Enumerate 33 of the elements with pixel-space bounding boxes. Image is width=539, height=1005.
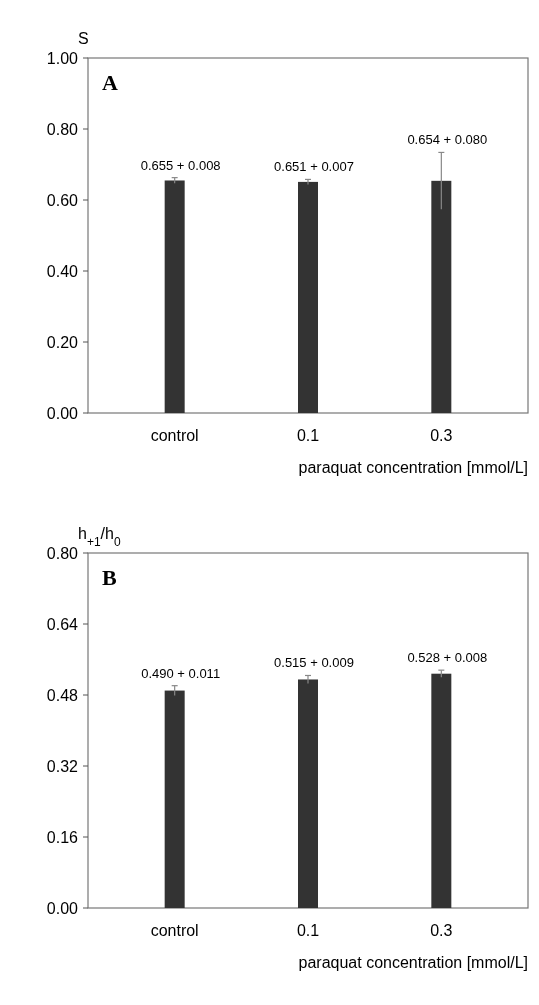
data-label: 0.515 + 0.009 xyxy=(274,655,354,671)
bar xyxy=(164,690,185,908)
data-label: 0.490 + 0.011 xyxy=(141,665,221,681)
y-tick-label: 0.48 xyxy=(46,686,79,704)
y-tick-label: 0.64 xyxy=(46,615,79,633)
y-tick-label: 0.16 xyxy=(46,828,79,846)
y-tick-label: 0.20 xyxy=(46,333,79,351)
x-tick-label: control xyxy=(150,922,199,939)
data-label: 0.655 + 0.008 xyxy=(140,157,221,173)
data-label: 0.528 + 0.008 xyxy=(407,650,488,666)
y-tick-label: 0.80 xyxy=(46,544,79,562)
x-tick-label: control xyxy=(150,427,199,444)
y-tick-label: 0.80 xyxy=(46,120,79,138)
x-tick-label: 0.1 xyxy=(296,427,320,444)
y-tick-label: 0.00 xyxy=(46,404,79,422)
y-axis-title: S xyxy=(78,30,89,47)
y-tick-label: 0.60 xyxy=(46,191,79,209)
x-tick-label: 0.1 xyxy=(296,922,320,939)
y-axis-title: h$_{+1}$/h$_{0}$ xyxy=(78,525,121,549)
x-tick-label: 0.3 xyxy=(430,427,453,444)
data-label: 0.651 + 0.007 xyxy=(274,159,354,175)
x-axis-title: paraquat concentration [mmol/L] xyxy=(298,459,528,476)
annotation: B xyxy=(102,565,117,590)
y-tick-label: 0.32 xyxy=(46,757,79,775)
x-tick-label: 0.3 xyxy=(430,922,453,939)
bar xyxy=(298,679,318,908)
y-tick-label: 0.40 xyxy=(46,262,79,280)
y-tick-label: 1.00 xyxy=(46,49,79,67)
annotation: A xyxy=(102,70,118,95)
data-label: 0.654 + 0.080 xyxy=(407,132,488,148)
bar xyxy=(431,673,452,908)
y-tick-label: 0.00 xyxy=(46,899,79,917)
x-axis-title: paraquat concentration [mmol/L] xyxy=(298,954,528,971)
